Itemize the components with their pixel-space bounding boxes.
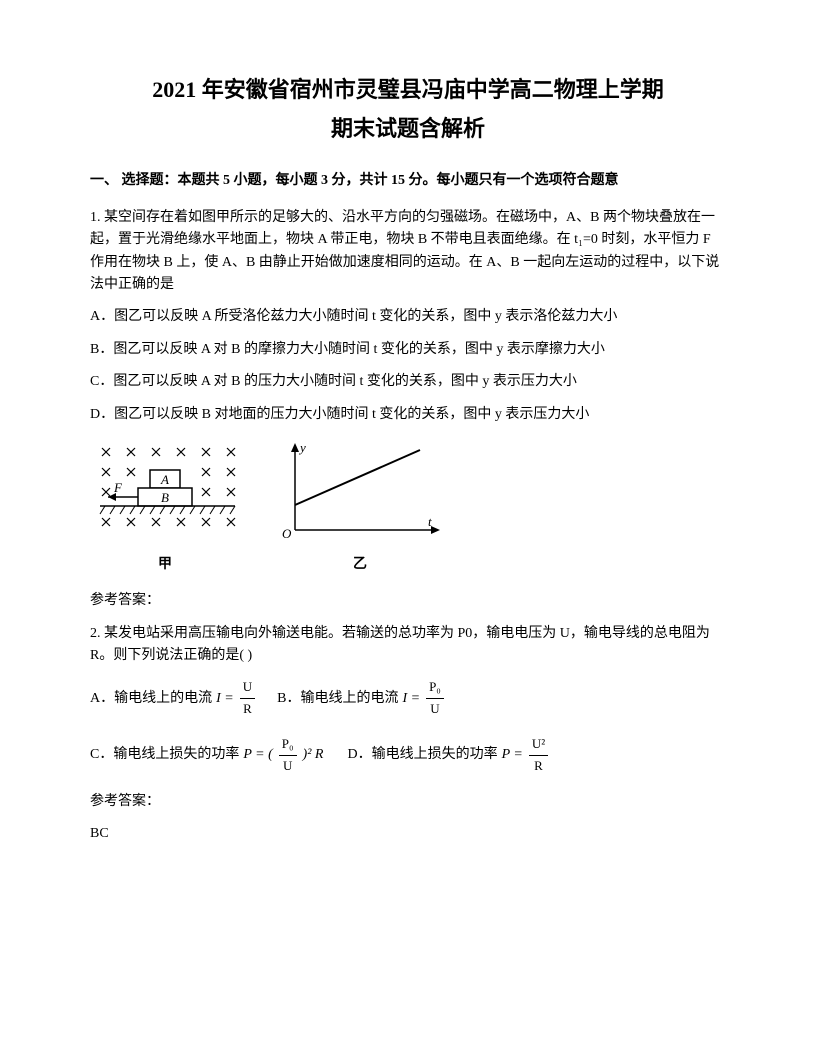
q2-opt-c-text: C．输电线上损失的功率 [90,744,239,766]
q2-option-d: D．输电线上损失的功率 P = U² R [347,734,550,777]
formula-c-suffix: )² R [303,744,324,766]
block-a-label: A [160,472,169,487]
section-header: 一、 选择题：本题共 5 小题，每小题 3 分，共计 15 分。每小题只有一个选… [90,170,726,192]
q2-opt-d-text: D．输电线上损失的功率 [347,744,497,766]
formula-d-frac: U² R [529,734,548,777]
formula-a-frac: U R [240,677,255,720]
figure-jia-label: 甲 [90,554,240,576]
formula-c-den: U [279,756,297,777]
formula-a-lhs: I = [216,688,234,710]
q1-figures: A B F [90,440,726,576]
y-axis-label: y [298,440,306,455]
ground-hatching [100,506,235,514]
figure-jia-wrapper: A B F [90,440,240,576]
q2-answer: BC [90,823,726,845]
block-b-label: B [161,490,169,505]
doc-title-line1: 2021 年安徽省宿州市灵璧县冯庙中学高二物理上学期 [90,72,726,107]
q2-row-cd: C．输电线上损失的功率 P = ( P₀ U )² R D．输电线上损失的功率 … [90,734,726,777]
formula-b-num: P₀ [426,677,444,699]
formula-b-den: U [426,699,444,720]
formula-d-num: U² [529,734,548,756]
formula-a-num: U [240,677,255,699]
figure-yi: y t O [270,440,450,550]
q2-option-a: A．输电线上的电流 I = U R [90,677,257,720]
q2-option-c: C．输电线上损失的功率 P = ( P₀ U )² R [90,734,327,777]
q1-option-b: B．图乙可以反映 A 对 B 的摩擦力大小随时间 t 变化的关系，图中 y 表示… [90,339,726,361]
force-label: F [113,480,123,495]
formula-c-num: P₀ [279,734,297,756]
q2-opt-b-text: B．输电线上的电流 [277,688,398,710]
origin-label: O [282,526,292,540]
formula-c-frac: P₀ U [279,734,297,777]
q1-option-a: A．图乙可以反映 A 所受洛伦兹力大小随时间 t 变化的关系，图中 y 表示洛伦… [90,306,726,328]
formula-b-lhs: I = [402,688,420,710]
q2-row-ab: A．输电线上的电流 I = U R B．输电线上的电流 I = P₀ U [90,677,726,720]
q1-stem: 1. 某空间存在着如图甲所示的足够大的、沿水平方向的匀强磁场。在磁场中，A、B … [90,207,726,297]
figure-jia: A B F [90,440,240,550]
q1-option-c: C．图乙可以反映 A 对 B 的压力大小随时间 t 变化的关系，图中 y 表示压… [90,371,726,393]
figure-yi-svg: y t O [270,440,450,540]
q2-opt-a-text: A．输电线上的电流 [90,688,212,710]
cross-row [102,448,235,456]
q2-option-b: B．输电线上的电流 I = P₀ U [277,677,446,720]
formula-c-lhs: P = ( [243,744,272,766]
formula-d-lhs: P = [502,744,523,766]
figure-yi-wrapper: y t O 乙 [270,440,450,576]
q1-option-d: D．图乙可以反映 B 对地面的压力大小随时间 t 变化的关系，图中 y 表示压力… [90,404,726,426]
graph-line [295,450,420,505]
doc-title-line2: 期末试题含解析 [90,111,726,146]
figure-jia-svg: A B F [90,440,240,540]
formula-a-den: R [240,699,255,720]
t-axis-label: t [428,514,432,529]
t-axis-arrow [431,526,440,534]
figure-yi-label: 乙 [270,554,450,576]
q2-stem: 2. 某发电站采用高压输电向外输送电能。若输送的总功率为 P0，输电电压为 U，… [90,623,726,668]
y-axis-arrow [291,443,299,452]
formula-d-den: R [529,756,548,777]
formula-b-frac: P₀ U [426,677,444,720]
q1-answer-label: 参考答案： [90,590,726,612]
q2-answer-label: 参考答案： [90,791,726,813]
